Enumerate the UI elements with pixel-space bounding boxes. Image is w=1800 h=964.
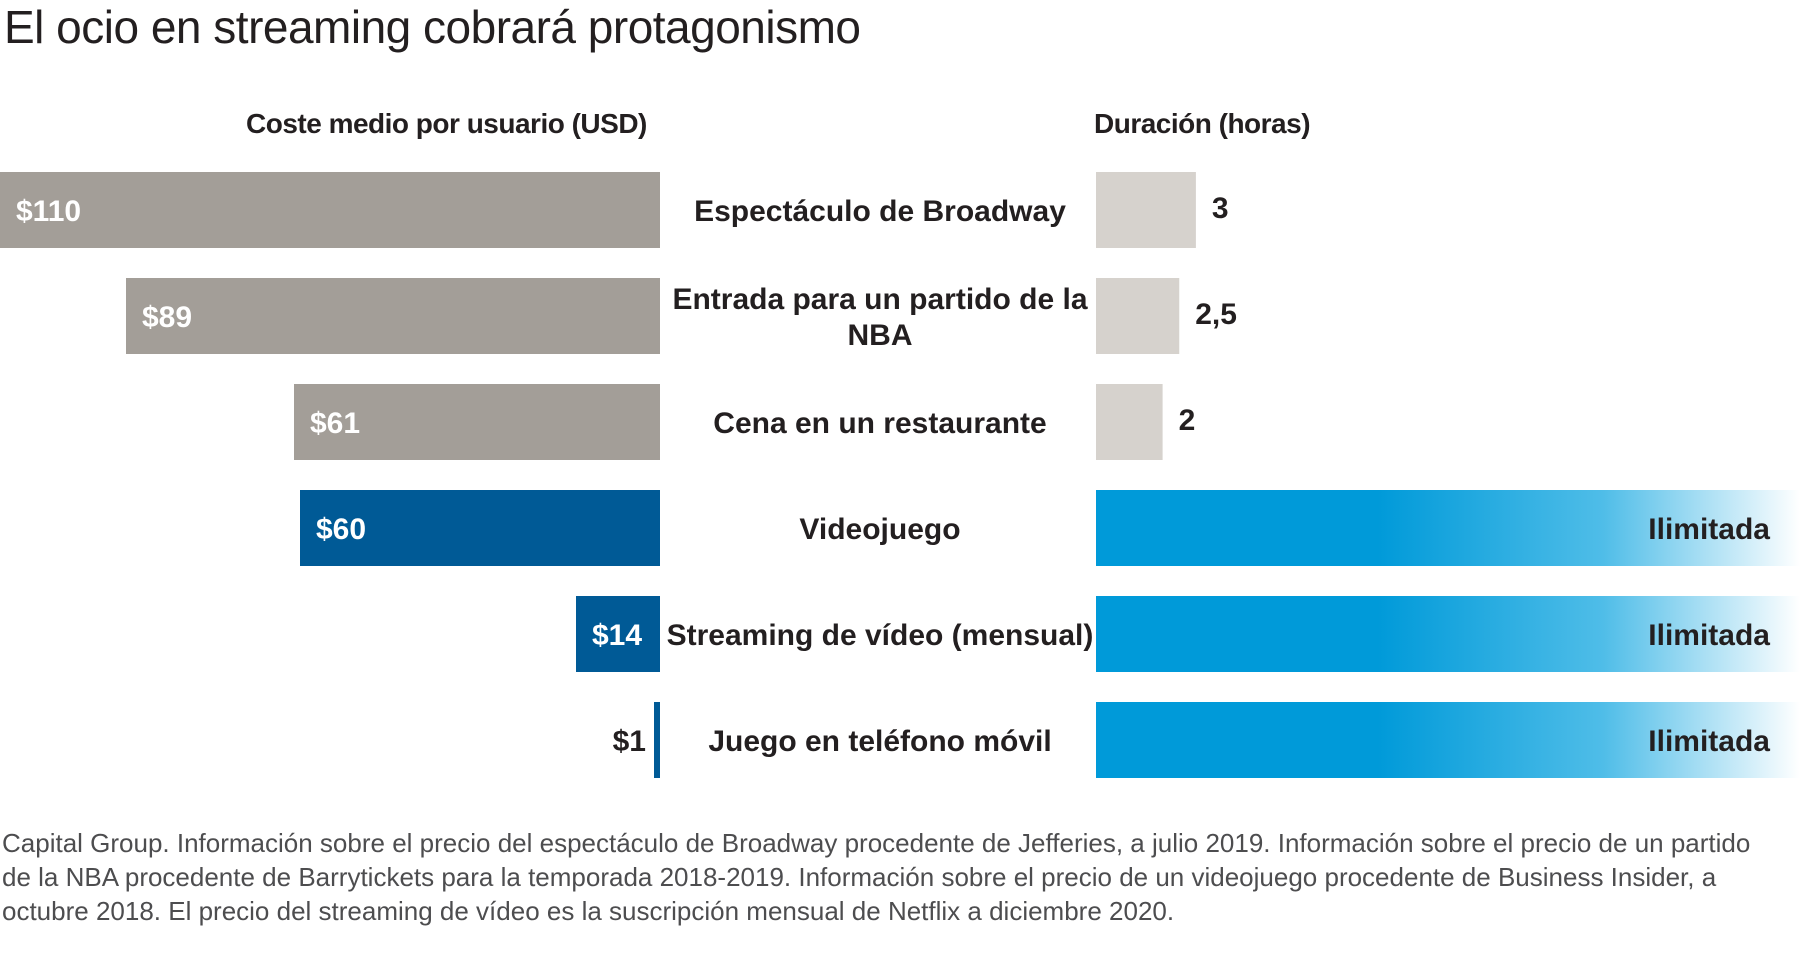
cost-bar: [294, 384, 660, 460]
duration-bar: [1096, 384, 1163, 460]
cost-bar: [126, 278, 660, 354]
duration-bar-unlimited: [1096, 490, 1800, 566]
cost-value-label: $60: [316, 513, 366, 546]
duration-bar-unlimited: [1096, 702, 1800, 778]
category-label: Entrada para un partido de la NBA: [672, 283, 1087, 352]
cost-value-label: $14: [592, 619, 642, 652]
cost-value-label: $89: [142, 301, 192, 334]
category-label: Espectáculo de Broadway: [694, 195, 1066, 228]
duration-value-label: Ilimitada: [1648, 619, 1770, 652]
category-label: Juego en teléfono móvil: [708, 725, 1051, 758]
cost-bar: [0, 172, 660, 248]
cost-bar: [300, 490, 660, 566]
category-label: Streaming de vídeo (mensual): [667, 619, 1094, 652]
duration-bar: [1096, 278, 1180, 354]
category-labels-group: Espectáculo de Broadway Entrada para un p…: [667, 195, 1094, 758]
duration-bar-unlimited: [1096, 596, 1800, 672]
cost-value-label: $110: [16, 195, 81, 228]
cost-bar: [654, 702, 660, 778]
cost-column-header: Coste medio por usuario (USD): [246, 108, 647, 139]
duration-column-header: Duración (horas): [1094, 108, 1311, 139]
duration-value-label: Ilimitada: [1648, 513, 1770, 546]
duration-value-label: 2,5: [1195, 298, 1237, 331]
duration-value-label: Ilimitada: [1648, 725, 1770, 758]
duration-bar: [1096, 172, 1196, 248]
cost-bar: [576, 596, 660, 672]
cost-bars-group: $110 $89 $61 $60 $14 $1: [0, 172, 660, 778]
entertainment-cost-duration-chart: $110 $89 $61 $60 $14 $1 Espectáculo de Broadw…: [0, 172, 1800, 778]
cost-value-label: $61: [310, 407, 360, 440]
duration-bars-group: 3 2,5 2 Ilimitada Ilimitada Ilimitada: [1096, 172, 1800, 778]
duration-value-label: 2: [1179, 404, 1196, 437]
duration-value-label: 3: [1212, 192, 1229, 225]
cost-value-label: $1: [613, 725, 646, 758]
category-label: Cena en un restaurante: [713, 407, 1046, 440]
chart-title: El ocio en streaming cobrará protagonism…: [4, 1, 861, 53]
source-footnote: Capital Group. Información sobre el prec…: [2, 828, 1751, 926]
category-label: Videojuego: [799, 513, 960, 546]
